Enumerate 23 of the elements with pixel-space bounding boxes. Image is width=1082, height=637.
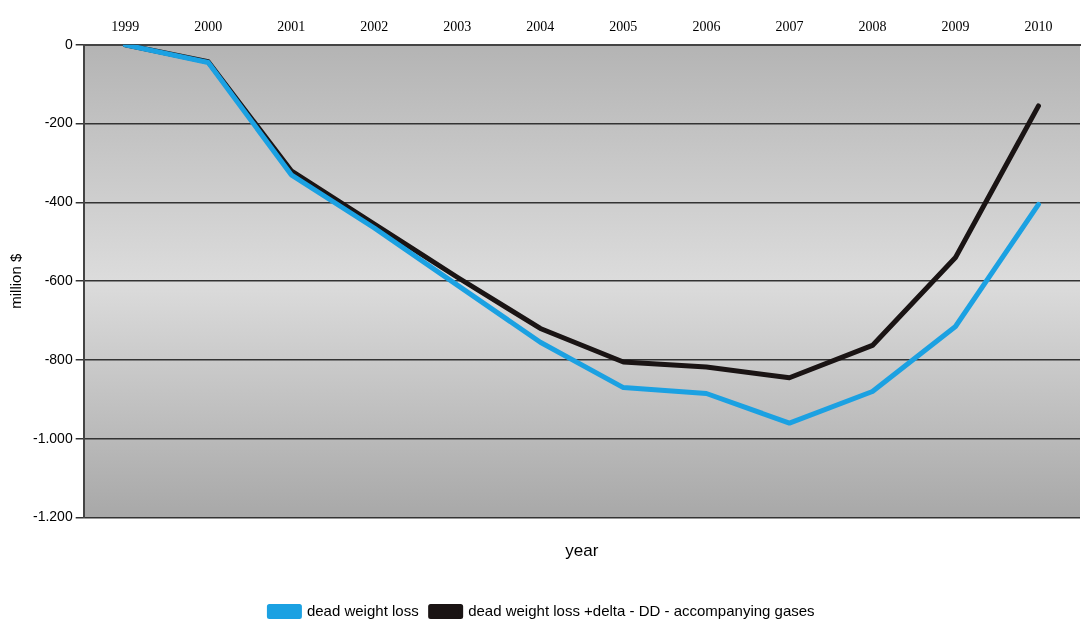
y-tick-label: -200 <box>44 114 73 131</box>
y-axis-title: million $ <box>7 253 25 309</box>
y-tick-label: -1.200 <box>32 508 73 525</box>
x-tick-label: 2004 <box>526 19 555 35</box>
x-tick-label: 2001 <box>277 19 306 35</box>
legend-label: dead weight loss <box>306 601 419 619</box>
y-tick-label: -600 <box>44 272 73 289</box>
x-tick-label: 2009 <box>941 19 970 35</box>
x-tick-label: 2000 <box>194 19 223 35</box>
x-tick-label: 2007 <box>775 19 804 35</box>
x-tick-label: 2010 <box>1024 19 1053 35</box>
y-tick-label: 0 <box>64 35 73 52</box>
x-tick-label: 2006 <box>692 19 721 35</box>
y-tick-label: -800 <box>44 350 73 367</box>
y-tick-label: -1.000 <box>32 429 73 446</box>
legend-label: dead weight loss +delta - DD - accompanying gases <box>468 601 815 619</box>
y-tick-label: -400 <box>44 193 73 210</box>
x-tick-label: 1999 <box>111 19 140 35</box>
x-tick-label: 2005 <box>609 19 638 35</box>
x-axis-title: year <box>565 541 599 561</box>
x-tick-label: 2008 <box>858 19 887 35</box>
x-tick-label: 2003 <box>443 19 472 35</box>
x-tick-label: 2002 <box>360 19 389 35</box>
